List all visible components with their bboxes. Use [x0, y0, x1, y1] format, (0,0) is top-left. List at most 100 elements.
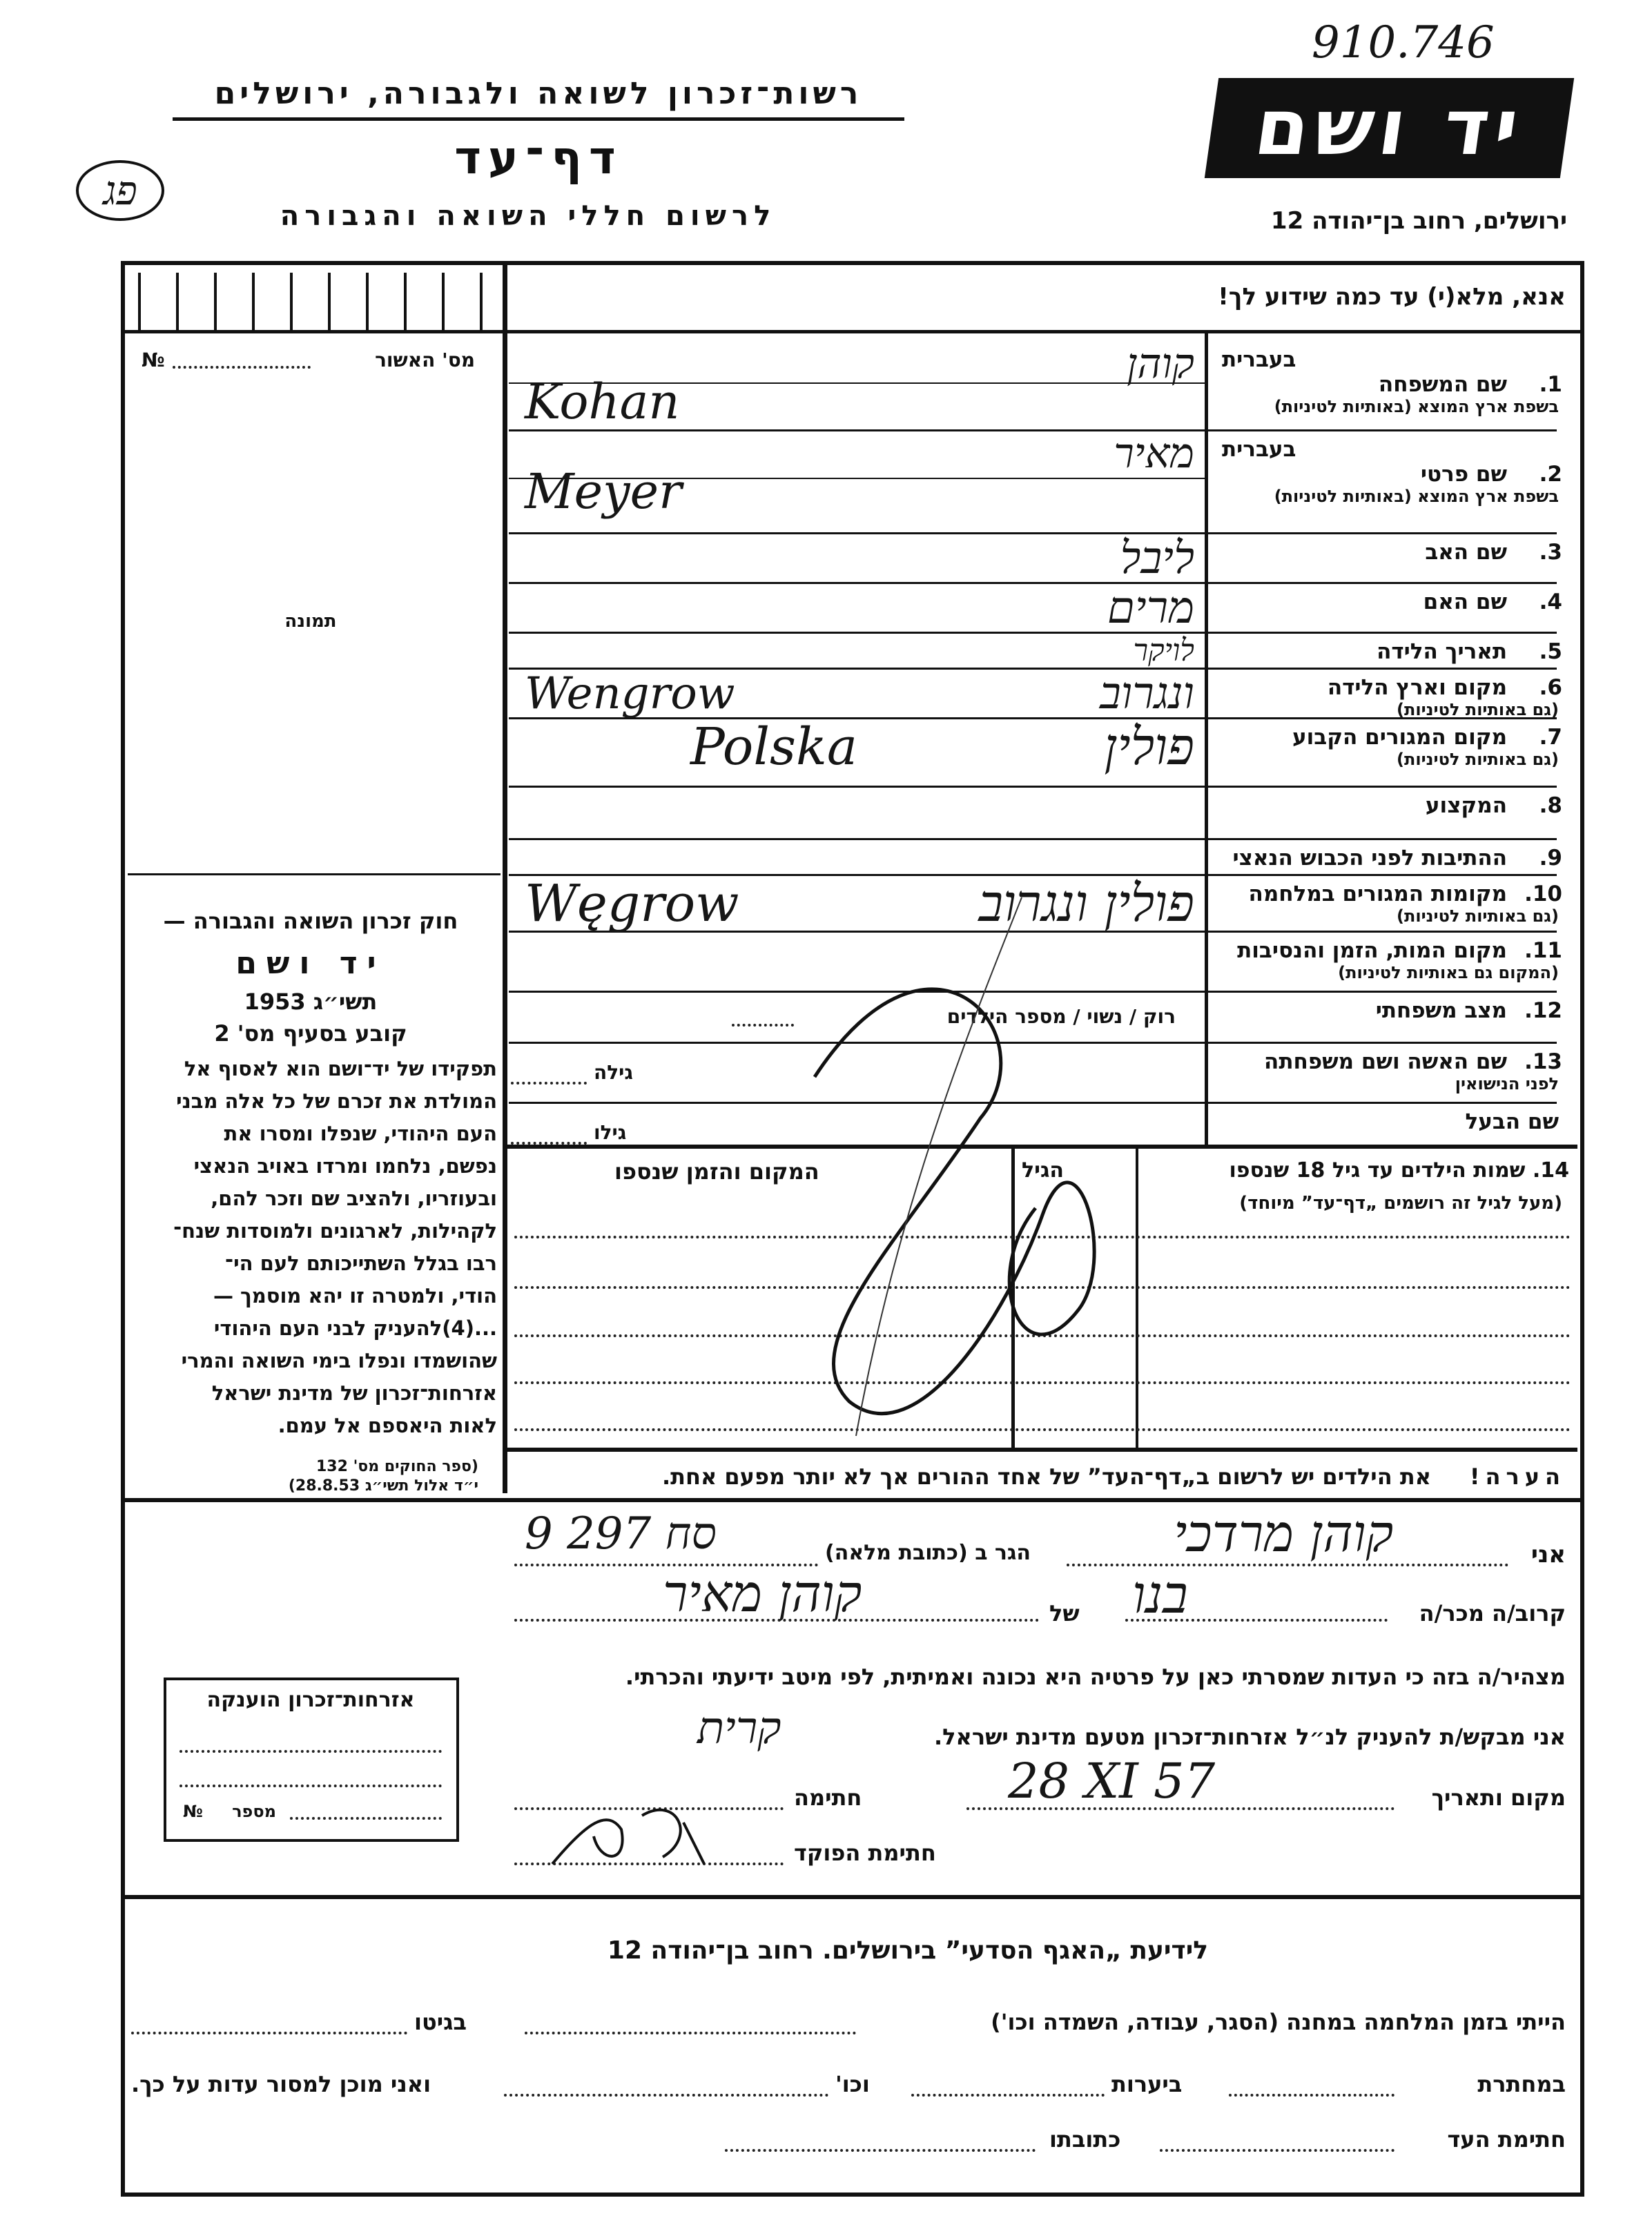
law-text-line: שהושמדו ונפלו בימי השואה והמרי: [181, 1349, 497, 1372]
relation-label: קרוב/ה מכר/ה: [1419, 1600, 1566, 1626]
child-entry-line[interactable]: [514, 1286, 1571, 1289]
etc-label: וכו': [835, 2071, 870, 2097]
row-sublabel: (גם באותיות לטיניות): [1397, 750, 1559, 769]
row-sublabel: (גם באותיות לטיניות): [1397, 906, 1559, 926]
code-box-divider: [214, 273, 217, 330]
children-age-divider: [1011, 1149, 1015, 1449]
field-divider: [509, 786, 1205, 788]
request-handwritten-mark: קרית: [697, 1703, 781, 1754]
official-signature-stroke: [551, 1808, 706, 1865]
form-subtitle: לרשום חללי השואה והגבורה: [280, 200, 777, 232]
approval-number-field[interactable]: [173, 366, 311, 369]
handwritten-hebrew-value: פולין ונגרוב: [978, 874, 1194, 933]
etc-field[interactable]: [504, 2094, 828, 2097]
handwritten-latin-value: Węgrow: [525, 874, 739, 933]
handwritten-latin-value: Wengrow: [525, 668, 735, 719]
children-label: 14. שמות הילדים עד גיל 18 שנספו: [1229, 1158, 1569, 1183]
row-number: 9.: [1539, 846, 1562, 871]
code-box-divider: [176, 273, 179, 330]
row-sublabel: (המקום גם באותיות לטיניות): [1338, 963, 1559, 982]
row-label: המקצוע: [1425, 793, 1507, 818]
underground-field[interactable]: [1229, 2094, 1395, 2097]
row-number: 1.: [1539, 372, 1562, 397]
field-sub-divider: [509, 382, 1205, 384]
relation-field[interactable]: [1125, 1619, 1388, 1622]
label-column-divider: [1205, 333, 1208, 1147]
row-label: מקומות המגורים במלחמה: [1248, 882, 1507, 906]
organization-line: רשות־זכרון לשואה ולגבורה, ירושלים: [214, 76, 863, 111]
signature-field[interactable]: [514, 1807, 784, 1810]
law-text-line: נפשם, נלחמו ומרדו באויב הנאצי: [193, 1154, 497, 1178]
handwritten-hebrew-value: מאיר: [1114, 429, 1194, 478]
approval-no-sign: №: [142, 349, 165, 371]
law-text-line: המולדת את זכרם של כל אלה מבני: [176, 1089, 497, 1113]
witness-signature-field[interactable]: [1160, 2149, 1395, 2152]
row-sublabel: (גם באותיות לטיניות): [1397, 700, 1559, 719]
law-text-line: אזרחות־זכרון של מדינת ישראל: [211, 1381, 497, 1405]
code-box-divider: [328, 273, 331, 330]
row-divider: [1208, 582, 1557, 584]
form-frame: [121, 261, 1584, 2197]
address-field[interactable]: [514, 1564, 818, 1566]
age-field[interactable]: [511, 1082, 587, 1085]
photo-placeholder: תמונה: [284, 611, 337, 632]
row-divider: [1208, 1102, 1557, 1104]
row-label: מקום המות, הזמן והנסיבות: [1237, 938, 1507, 963]
official-signature-field[interactable]: [514, 1863, 784, 1865]
forest-field[interactable]: [911, 2094, 1105, 2097]
note-text: את הילדים יש לרשום ב„דף־העד” של אחד ההור…: [661, 1464, 1431, 1490]
row-divider: [1208, 429, 1557, 431]
archive-number: 910.746: [1312, 17, 1495, 68]
children-count-field[interactable]: [732, 1024, 794, 1027]
row-label: מקום וארץ הלידה: [1327, 675, 1507, 700]
certificate-number-field[interactable]: [290, 1817, 442, 1820]
child-entry-line[interactable]: [514, 1236, 1571, 1238]
of-label: של: [1049, 1600, 1080, 1626]
handwritten-hebrew-value: מרים: [1107, 583, 1194, 634]
law-text-line: תפקידו של יד־ושם הוא לאסוף אל: [184, 1057, 497, 1080]
field-divider: [509, 668, 1205, 670]
certificate-box: [164, 1678, 459, 1842]
row-label: שם פרטי: [1420, 462, 1507, 487]
underground-label: במחתרת: [1477, 2071, 1566, 2097]
citizenship-request: אני מבקש/ת להעניק לנ״ל אזרחות־זכרון מטעם…: [934, 1724, 1566, 1750]
ghetto-field[interactable]: [131, 2032, 407, 2034]
hebrew-label: בעברית: [1222, 437, 1296, 462]
row-divider: [1208, 786, 1557, 788]
row-divider: [1208, 632, 1557, 634]
row-divider: [1208, 838, 1557, 840]
law-name: יד ושם: [235, 946, 386, 981]
left-column-divider: [503, 261, 507, 1493]
address: ירושלים, רחוב בן־יהודה 12: [1270, 207, 1567, 235]
row-divider: [1208, 668, 1557, 670]
law-divider: [128, 873, 501, 875]
ghetto-label: בגיטו: [414, 2009, 467, 2035]
certificate-line: [179, 1785, 442, 1787]
note-label: הערה!: [1469, 1464, 1566, 1490]
handwritten-hebrew-value: ונגרוב: [1100, 668, 1194, 719]
place-date-field[interactable]: [966, 1807, 1395, 1810]
row-number: 11.: [1524, 938, 1562, 963]
row-divider: [1208, 931, 1557, 933]
handwritten-hebrew-value: פולין: [1104, 717, 1194, 777]
handwritten-latin-value: Meyer: [525, 463, 682, 520]
field-divider: [509, 1042, 1205, 1044]
camp-field[interactable]: [525, 2032, 856, 2034]
code-box-divider: [290, 273, 293, 330]
diagonal-signature-stroke: [813, 987, 1096, 1415]
age-label: גילה: [594, 1061, 633, 1084]
row-divider: [1208, 991, 1557, 993]
row-number: 10.: [1524, 882, 1562, 906]
row-divider: [1208, 717, 1557, 719]
field-divider: [509, 717, 1205, 719]
row-number: 8.: [1539, 793, 1562, 818]
row-label: שם האשה ושם משפחתה: [1264, 1049, 1507, 1074]
law-reference-1: (ספר החוקים מס' 132: [315, 1458, 478, 1475]
code-box-divider: [366, 273, 369, 330]
of-field[interactable]: [514, 1619, 1039, 1622]
child-entry-line[interactable]: [514, 1381, 1571, 1384]
age-field[interactable]: [511, 1142, 587, 1145]
child-entry-line[interactable]: [514, 1428, 1571, 1431]
witness-name-field[interactable]: [1067, 1564, 1508, 1566]
witness-address-field[interactable]: [725, 2149, 1036, 2152]
